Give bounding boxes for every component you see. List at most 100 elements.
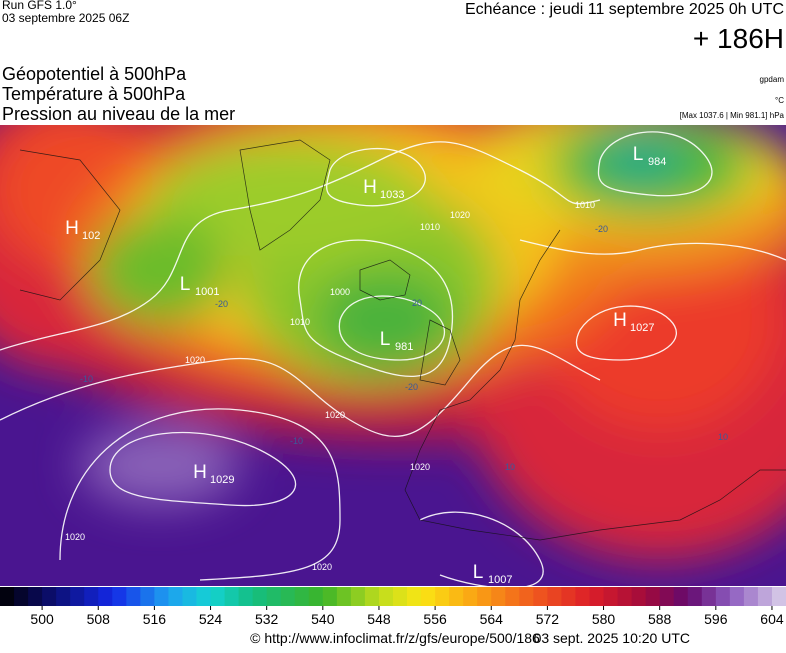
scale-swatch [294, 587, 310, 606]
scale-tick-label: 516 [143, 611, 167, 627]
scale-tick-label: 556 [423, 611, 447, 627]
scale-swatch [715, 587, 731, 606]
scale-swatch [168, 587, 183, 606]
scale-swatch [140, 587, 155, 606]
scale-swatch [84, 587, 99, 606]
scale-swatch [603, 587, 619, 606]
temperature-label: -10 [80, 374, 93, 384]
system-type: H [65, 218, 79, 239]
system-value: 1033 [380, 189, 404, 201]
scale-swatch [210, 587, 226, 606]
scale-swatch [280, 587, 296, 606]
scale-swatch [364, 587, 380, 606]
temperature-label: -20 [595, 224, 608, 234]
scale-swatch [435, 587, 450, 606]
scale-swatch [14, 587, 29, 606]
temperature-label: -20 [405, 382, 418, 392]
scale-swatch [308, 587, 324, 606]
scale-swatch [28, 587, 43, 606]
scale-tick-label: 588 [648, 611, 672, 627]
layer-title: Géopotentiel à 500hPa [2, 64, 187, 84]
temperature-label: 10 [505, 462, 515, 472]
source: © http://www.infoclimat.fr/z/gfs/europe/… [250, 630, 540, 646]
layer-title: Température à 500hPa [2, 84, 186, 104]
scale-swatch [561, 587, 576, 606]
unit: °C [775, 96, 784, 105]
scale-swatch [589, 587, 605, 606]
scale-swatch [98, 587, 113, 606]
scale-tick-label: 532 [255, 611, 279, 627]
scale-tick-label: 524 [199, 611, 223, 627]
scale-swatch [336, 587, 352, 606]
layer-title: Pression au niveau de la mer [2, 104, 235, 124]
scale-swatch [505, 587, 520, 606]
scale-swatch [70, 587, 85, 606]
scale-swatch [687, 587, 703, 606]
isobar-label: 1010 [575, 200, 595, 210]
scale-swatch [757, 587, 773, 606]
system-value: 981 [395, 341, 413, 353]
temperature-label: -20 [215, 299, 228, 309]
scale-swatch [378, 587, 394, 606]
valid-time: Echéance : jeudi 11 septembre 2025 0h UT… [465, 1, 784, 18]
scale-swatch [631, 587, 647, 606]
scale-swatch [519, 587, 534, 606]
system-value: 1029 [210, 474, 234, 486]
unit: gpdam [760, 75, 785, 84]
scale-swatch [659, 587, 675, 606]
isobar-label: 1020 [450, 210, 470, 220]
scale-tick-label: 548 [367, 611, 391, 627]
run: Run GFS 1.0° [2, 0, 77, 12]
system-value: 1027 [630, 322, 654, 334]
scale-swatch [112, 587, 127, 606]
scale-swatch [252, 587, 268, 606]
unit: [Max 1037.6 | Min 981.1] hPa [680, 111, 785, 120]
scale-swatch [575, 587, 590, 606]
system-type: L [633, 144, 644, 165]
system-value: 102 [82, 230, 100, 242]
scale-swatch [743, 587, 759, 606]
scale-swatch [154, 587, 169, 606]
scale-swatch [126, 587, 141, 606]
scale-swatch [533, 587, 548, 606]
scale-tick-label: 540 [311, 611, 335, 627]
scale-swatch [491, 587, 506, 606]
field [0, 125, 786, 586]
system-type: H [363, 177, 377, 198]
temperature-label: 20 [412, 298, 422, 308]
scale-swatch [0, 587, 15, 606]
run-date: 03 septembre 2025 06Z [2, 11, 129, 25]
isobar-label: 1010 [290, 317, 310, 327]
lead-time: + 186H [693, 23, 784, 54]
scale-swatch [224, 587, 240, 606]
scale-tick-label: 604 [760, 611, 784, 627]
scale-swatch [421, 587, 436, 606]
scale-tick-label: 596 [704, 611, 728, 627]
scale-swatch [407, 587, 422, 606]
scale-swatch [547, 587, 562, 606]
scale-tick-label: 508 [87, 611, 111, 627]
scale-swatch [617, 587, 633, 606]
isobar-label: 1020 [312, 562, 332, 572]
scale-swatch [477, 587, 492, 606]
temperature-label: -10 [290, 436, 303, 446]
scale-swatch [322, 587, 338, 606]
system-type: L [380, 329, 391, 350]
scale-swatch [449, 587, 464, 606]
system-value: 1007 [488, 574, 512, 586]
scale-swatch [701, 587, 717, 606]
scale-swatch [393, 587, 408, 606]
scale-swatch [645, 587, 661, 606]
scale-swatch [463, 587, 478, 606]
scale-swatch [196, 587, 212, 606]
system-type: H [193, 462, 207, 483]
temperature-label: 10 [718, 432, 728, 442]
scale-swatch [729, 587, 745, 606]
scale-swatch [42, 587, 57, 606]
isobar-label: 1010 [420, 222, 440, 232]
scale-tick-label: 500 [30, 611, 54, 627]
scale-swatch [182, 587, 197, 606]
system-value: 1001 [195, 286, 219, 298]
